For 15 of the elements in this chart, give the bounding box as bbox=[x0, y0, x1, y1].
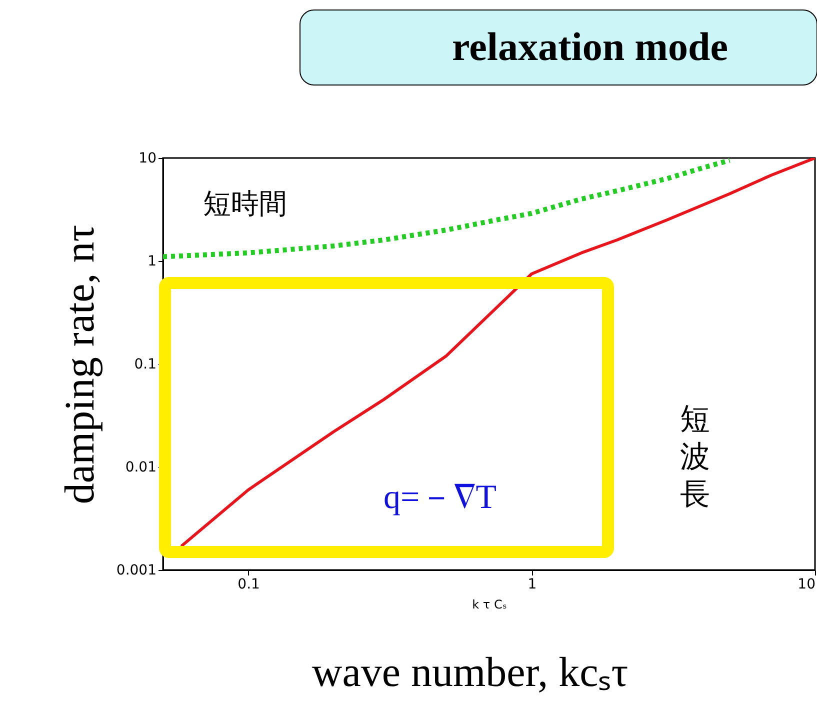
x-axis-title: k τ Cₛ bbox=[472, 598, 507, 612]
y-axis-title: damping rate, nτ bbox=[57, 224, 104, 504]
y-tick-label: 0.1 bbox=[134, 356, 156, 372]
y-tick-label: 0.001 bbox=[116, 562, 156, 578]
y-tick-label: 1 bbox=[148, 254, 156, 270]
x-tick-label: 1 bbox=[528, 576, 537, 592]
text: relaxation mode bbox=[452, 24, 728, 69]
annotation: 短波長 bbox=[680, 402, 710, 512]
annotation: 短時間 bbox=[203, 187, 287, 220]
y-tick-label: 10 bbox=[138, 150, 156, 166]
x-tick-label: 10 bbox=[798, 576, 816, 592]
x-tick-label: 0.1 bbox=[238, 576, 260, 592]
y-tick-label: 0.01 bbox=[125, 460, 156, 476]
text: wave number, kcₛτ bbox=[312, 650, 628, 696]
annotation: q=－∇T bbox=[384, 479, 497, 516]
